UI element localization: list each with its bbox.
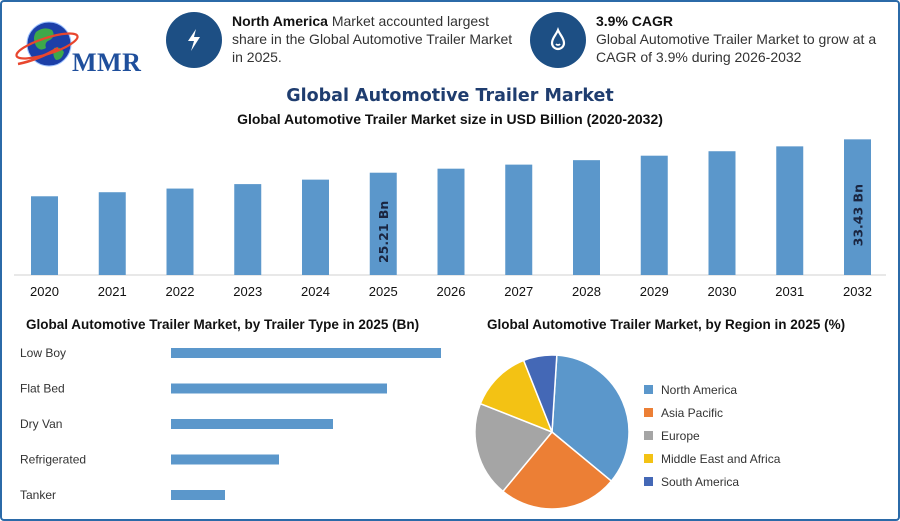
x-tick-label: 2027 bbox=[504, 284, 533, 299]
hbar-flat-bed bbox=[171, 383, 387, 394]
legend-label: Europe bbox=[661, 428, 700, 443]
bar-2022 bbox=[166, 188, 194, 275]
drop-icon bbox=[530, 12, 586, 68]
legend-label: South America bbox=[661, 474, 740, 489]
x-tick-label: 2030 bbox=[708, 284, 737, 299]
lightning-icon bbox=[166, 12, 222, 68]
legend-label: Asia Pacific bbox=[661, 405, 724, 420]
pie-slice-middle-east-and-africa bbox=[479, 359, 554, 434]
legend-item: Asia Pacific bbox=[644, 401, 780, 424]
trailer-type-chart-title: Global Automotive Trailer Market, by Tra… bbox=[26, 317, 420, 332]
x-tick-label: 2022 bbox=[166, 284, 195, 299]
bar-2028 bbox=[573, 160, 600, 275]
x-tick-label: 2023 bbox=[233, 284, 262, 299]
callout-bold: 3.9% CAGR bbox=[596, 13, 674, 29]
bar-2021 bbox=[98, 192, 126, 275]
hbar-refrigerated bbox=[171, 454, 279, 465]
x-tick-label: 2021 bbox=[98, 284, 127, 299]
legend-item: Middle East and Africa bbox=[644, 447, 780, 470]
data-label: 25.21 Bn bbox=[376, 201, 391, 263]
x-tick-label: 2025 bbox=[369, 284, 398, 299]
pie-slice-asia-pacific bbox=[501, 430, 613, 510]
pie-slice-south-america bbox=[522, 354, 558, 433]
bar-2024 bbox=[302, 179, 329, 275]
pie-slice-north-america bbox=[551, 354, 630, 483]
main-title: Global Automotive Trailer Market bbox=[286, 86, 614, 106]
callout-text: Global Automotive Trailer Market to grow… bbox=[596, 31, 877, 65]
callout-text: Market accounted largest share in the Gl… bbox=[232, 13, 513, 65]
x-tick-label: 2031 bbox=[775, 284, 804, 299]
x-tick-label: 2024 bbox=[301, 284, 330, 299]
hbar-low-boy bbox=[171, 348, 441, 358]
bar-2032 bbox=[844, 139, 871, 275]
legend-label: Middle East and Africa bbox=[661, 451, 781, 466]
mmr-logo: MMR bbox=[14, 12, 144, 80]
legend-swatch bbox=[644, 408, 653, 417]
x-tick-label: 2020 bbox=[30, 284, 59, 299]
region-legend: North America Asia Pacific Europe Middle Ea… bbox=[644, 378, 780, 493]
bar-2030 bbox=[708, 151, 736, 275]
hbar-tanker bbox=[171, 490, 225, 500]
bar-2023 bbox=[234, 184, 262, 275]
logo-text: MMR bbox=[72, 48, 142, 77]
globe-icon bbox=[15, 21, 79, 67]
region-chart-title: Global Automotive Trailer Market, by Reg… bbox=[487, 317, 846, 332]
category-label: Refrigerated bbox=[20, 453, 86, 467]
legend-swatch bbox=[644, 431, 653, 440]
category-label: Dry Van bbox=[20, 417, 62, 431]
x-tick-label: 2028 bbox=[572, 284, 601, 299]
bar-2029 bbox=[640, 155, 668, 275]
legend-item: South America bbox=[644, 470, 780, 493]
callout-bold: North America bbox=[232, 13, 328, 29]
bar-2026 bbox=[437, 168, 465, 275]
legend-item: North America bbox=[644, 378, 780, 401]
legend-swatch bbox=[644, 454, 653, 463]
callout-cagr: 3.9% CAGR Global Automotive Trailer Marke… bbox=[530, 12, 890, 68]
pie-slice-europe bbox=[474, 402, 554, 493]
legend-item: Europe bbox=[644, 424, 780, 447]
legend-swatch bbox=[644, 477, 653, 486]
bar-2027 bbox=[505, 164, 533, 275]
x-tick-label: 2029 bbox=[640, 284, 669, 299]
category-label: Tanker bbox=[20, 488, 56, 502]
callout-north-america: North America Market accounted largest s… bbox=[166, 12, 516, 68]
data-label: 33.43 Bn bbox=[851, 184, 866, 246]
legend-swatch bbox=[644, 385, 653, 394]
x-tick-label: 2032 bbox=[843, 284, 872, 299]
legend-label: North America bbox=[661, 382, 738, 397]
hbar-dry-van bbox=[171, 419, 333, 429]
bar-2025 bbox=[369, 172, 397, 275]
market-size-chart-title: Global Automotive Trailer Market size in… bbox=[237, 111, 663, 127]
category-label: Low Boy bbox=[20, 346, 66, 360]
category-label: Flat Bed bbox=[20, 382, 65, 396]
bar-2020 bbox=[31, 196, 58, 275]
x-tick-label: 2026 bbox=[437, 284, 466, 299]
bar-2031 bbox=[776, 146, 804, 275]
